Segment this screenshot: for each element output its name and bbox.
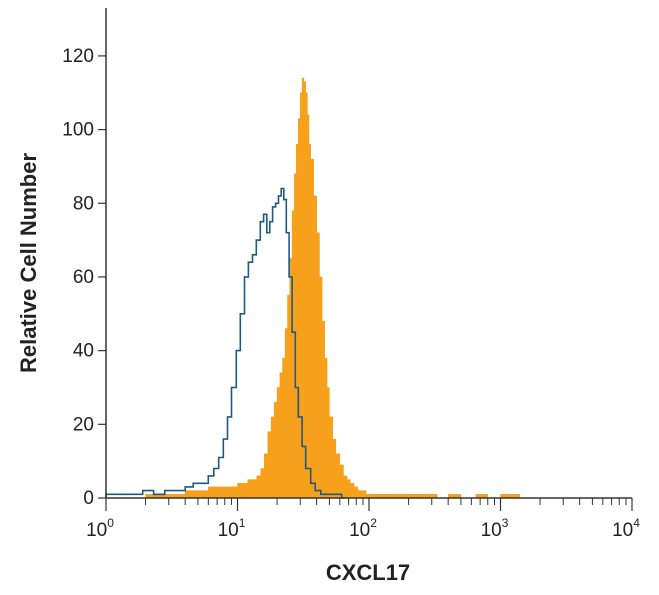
y-tick-label: 0 [83, 488, 94, 509]
histogram-outline-series [105, 187, 345, 499]
x-tick-label-exponent: 0 [107, 516, 114, 530]
plot-area [105, 77, 523, 499]
histogram-filled-series [106, 77, 523, 499]
x-tick-label-base: 10 [86, 520, 107, 541]
y-tick-label: 60 [73, 267, 94, 288]
x-tick-label-base: 10 [612, 520, 633, 541]
x-tick-label: 101 [218, 516, 246, 541]
x-axis-title: CXCL17 [326, 560, 410, 585]
ticks [98, 55, 633, 511]
x-tick-label: 102 [349, 516, 377, 541]
x-tick-label-base: 10 [349, 520, 370, 541]
y-tick-label: 40 [73, 341, 94, 362]
x-tick-label-base: 10 [218, 520, 239, 541]
y-axis-title: Relative Cell Number [16, 153, 41, 374]
x-tick-label-exponent: 4 [633, 516, 640, 530]
axes [105, 8, 632, 499]
x-tick-label: 104 [612, 516, 640, 541]
x-tick-label-exponent: 2 [370, 516, 377, 530]
y-tick-label: 120 [62, 46, 94, 67]
y-tick-label: 100 [62, 120, 94, 141]
x-tick-label-exponent: 3 [502, 516, 509, 530]
y-tick-label: 20 [73, 414, 94, 435]
x-tick-label-exponent: 1 [239, 516, 246, 530]
y-tick-label: 80 [73, 193, 94, 214]
x-tick-label: 100 [86, 516, 114, 541]
x-tick-label-base: 10 [481, 520, 502, 541]
x-tick-label: 103 [481, 516, 509, 541]
